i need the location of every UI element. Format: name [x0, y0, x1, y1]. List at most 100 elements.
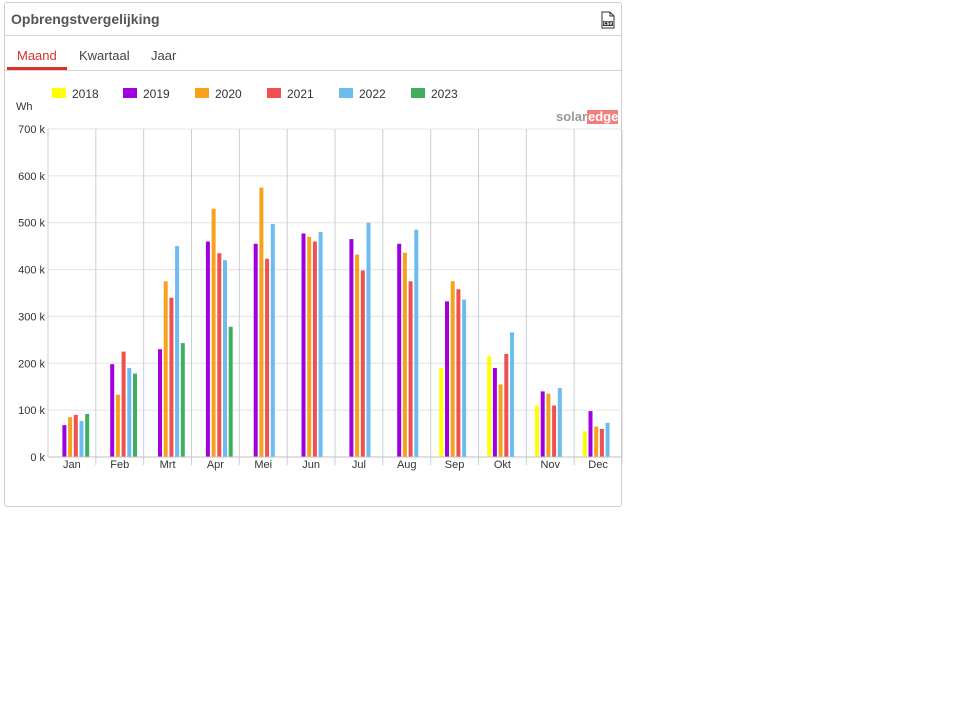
bar-2018-nov[interactable] — [535, 405, 539, 458]
bar-2020-mrt[interactable] — [163, 281, 168, 457]
y-tick-label: 500 k — [18, 218, 45, 230]
legend-label: 2019 — [143, 87, 170, 101]
bar-2022-nov[interactable] — [557, 388, 562, 457]
bar-2022-feb[interactable] — [127, 368, 132, 457]
x-tick-label: Jan — [63, 459, 81, 471]
bar-2023-feb[interactable] — [133, 373, 137, 457]
y-tick-label: 700 k — [18, 124, 45, 136]
bar-2020-apr[interactable] — [211, 208, 216, 457]
bar-2020-aug[interactable] — [402, 252, 407, 457]
legend-label: 2023 — [431, 87, 458, 101]
legend-label: 2022 — [359, 87, 386, 101]
bar-2020-jun[interactable] — [307, 236, 312, 457]
bar-2021-jan[interactable] — [73, 414, 78, 457]
svg-text:edge: edge — [588, 109, 618, 124]
bar-2020-dec[interactable] — [594, 426, 599, 458]
bar-2022-apr[interactable] — [223, 260, 227, 457]
y-tick-label: 600 k — [18, 171, 45, 183]
legend-swatch — [195, 88, 209, 98]
tab-jaar[interactable]: Jaar — [151, 48, 177, 63]
bar-2021-okt[interactable] — [504, 353, 509, 457]
x-tick-label: Mei — [254, 459, 272, 471]
bar-2022-jun[interactable] — [318, 232, 323, 457]
bar-2020-nov[interactable] — [546, 393, 551, 457]
bar-2019-mrt[interactable] — [158, 349, 162, 457]
x-tick-label: Nov — [540, 459, 560, 471]
x-tick-label: Jun — [302, 459, 320, 471]
bar-2020-okt[interactable] — [498, 384, 503, 457]
bar-2022-mrt[interactable] — [175, 246, 180, 457]
bar-2019-sep[interactable] — [445, 301, 449, 457]
bar-2019-okt[interactable] — [492, 368, 497, 457]
bar-2023-mrt[interactable] — [180, 343, 185, 457]
bar-2020-jul[interactable] — [355, 254, 360, 457]
legend-label: 2021 — [287, 87, 314, 101]
tab-maand[interactable]: Maand — [17, 48, 57, 63]
bar-2018-dec[interactable] — [582, 431, 587, 457]
panel-title: Opbrengstvergelijking — [11, 11, 160, 27]
legend-item-2020[interactable]: 2020 — [195, 87, 242, 101]
legend-label: 2020 — [215, 87, 242, 101]
bar-2021-feb[interactable] — [121, 351, 126, 457]
bar-2020-jan[interactable] — [68, 417, 73, 457]
bar-2019-feb[interactable] — [110, 364, 115, 457]
legend-label: 2018 — [72, 87, 99, 101]
bar-2022-aug[interactable] — [414, 229, 419, 457]
axes: 0 k 100 k 200 k 300 k 400 k 500 k 600 k 700 k Ja… — [18, 124, 622, 471]
bar-2021-mei[interactable] — [265, 258, 270, 457]
x-tick-label: Jul — [352, 459, 366, 471]
legend-swatch — [52, 88, 66, 98]
bar-2020-sep[interactable] — [450, 281, 455, 457]
bar-2019-aug[interactable] — [397, 243, 402, 457]
x-tick-label: Apr — [207, 459, 224, 471]
bar-2022-mei[interactable] — [270, 224, 275, 457]
bar-2022-dec[interactable] — [605, 422, 610, 457]
y-tick-label: 0 k — [30, 452, 45, 464]
csv-file-icon[interactable]: CSV — [600, 11, 616, 29]
bar-2023-apr[interactable] — [228, 326, 233, 457]
bar-2021-apr[interactable] — [217, 253, 222, 457]
bar-2021-jun[interactable] — [312, 241, 317, 458]
legend-item-2021[interactable]: 2021 — [267, 87, 314, 101]
bar-2022-jan[interactable] — [79, 420, 84, 457]
grid-lines — [47, 128, 623, 465]
tab-kwartaal[interactable]: Kwartaal — [79, 48, 130, 63]
bar-2022-okt[interactable] — [510, 332, 514, 457]
bar-2023-jan[interactable] — [85, 413, 90, 457]
legend-item-2022[interactable]: 2022 — [339, 87, 386, 101]
bar-2021-mrt[interactable] — [169, 297, 174, 457]
legend-item-2019[interactable]: 2019 — [123, 87, 170, 101]
x-tick-label: Aug — [397, 459, 417, 471]
bar-2020-mei[interactable] — [259, 187, 264, 457]
bar-2019-dec[interactable] — [588, 411, 593, 457]
bar-2022-sep[interactable] — [462, 299, 467, 457]
bar-2019-mei[interactable] — [253, 243, 258, 457]
bar-2019-nov[interactable] — [540, 391, 545, 457]
bar-2021-dec[interactable] — [599, 428, 604, 457]
svg-text:solar: solar — [556, 109, 587, 124]
bar-2021-nov[interactable] — [552, 405, 557, 458]
y-tick-label: 100 k — [18, 405, 45, 417]
legend-swatch — [411, 88, 425, 98]
bar-2019-jan[interactable] — [62, 425, 67, 457]
bar-2021-jul[interactable] — [360, 270, 365, 458]
legend-swatch — [123, 88, 137, 98]
bar-2018-sep[interactable] — [439, 368, 444, 457]
bar-2020-feb[interactable] — [115, 394, 120, 457]
bar-2018-okt[interactable] — [487, 356, 492, 457]
bar-2019-apr[interactable] — [205, 241, 210, 458]
bar-2021-sep[interactable] — [456, 289, 461, 457]
panel-header: Opbrengstvergelijking CSV — [5, 3, 621, 36]
legend-item-2023[interactable]: 2023 — [411, 87, 458, 101]
bar-2019-jun[interactable] — [301, 233, 306, 458]
x-tick-label: Sep — [445, 459, 465, 471]
active-tab-indicator — [7, 67, 67, 70]
bar-2022-jul[interactable] — [366, 222, 371, 457]
bar-2019-jul[interactable] — [349, 239, 354, 457]
y-tick-label: 400 k — [18, 265, 45, 277]
legend-item-2018[interactable]: 2018 — [52, 87, 99, 101]
y-tick-label: 300 k — [18, 311, 45, 323]
x-tick-label: Mrt — [160, 459, 176, 471]
bar-2021-aug[interactable] — [408, 281, 413, 457]
